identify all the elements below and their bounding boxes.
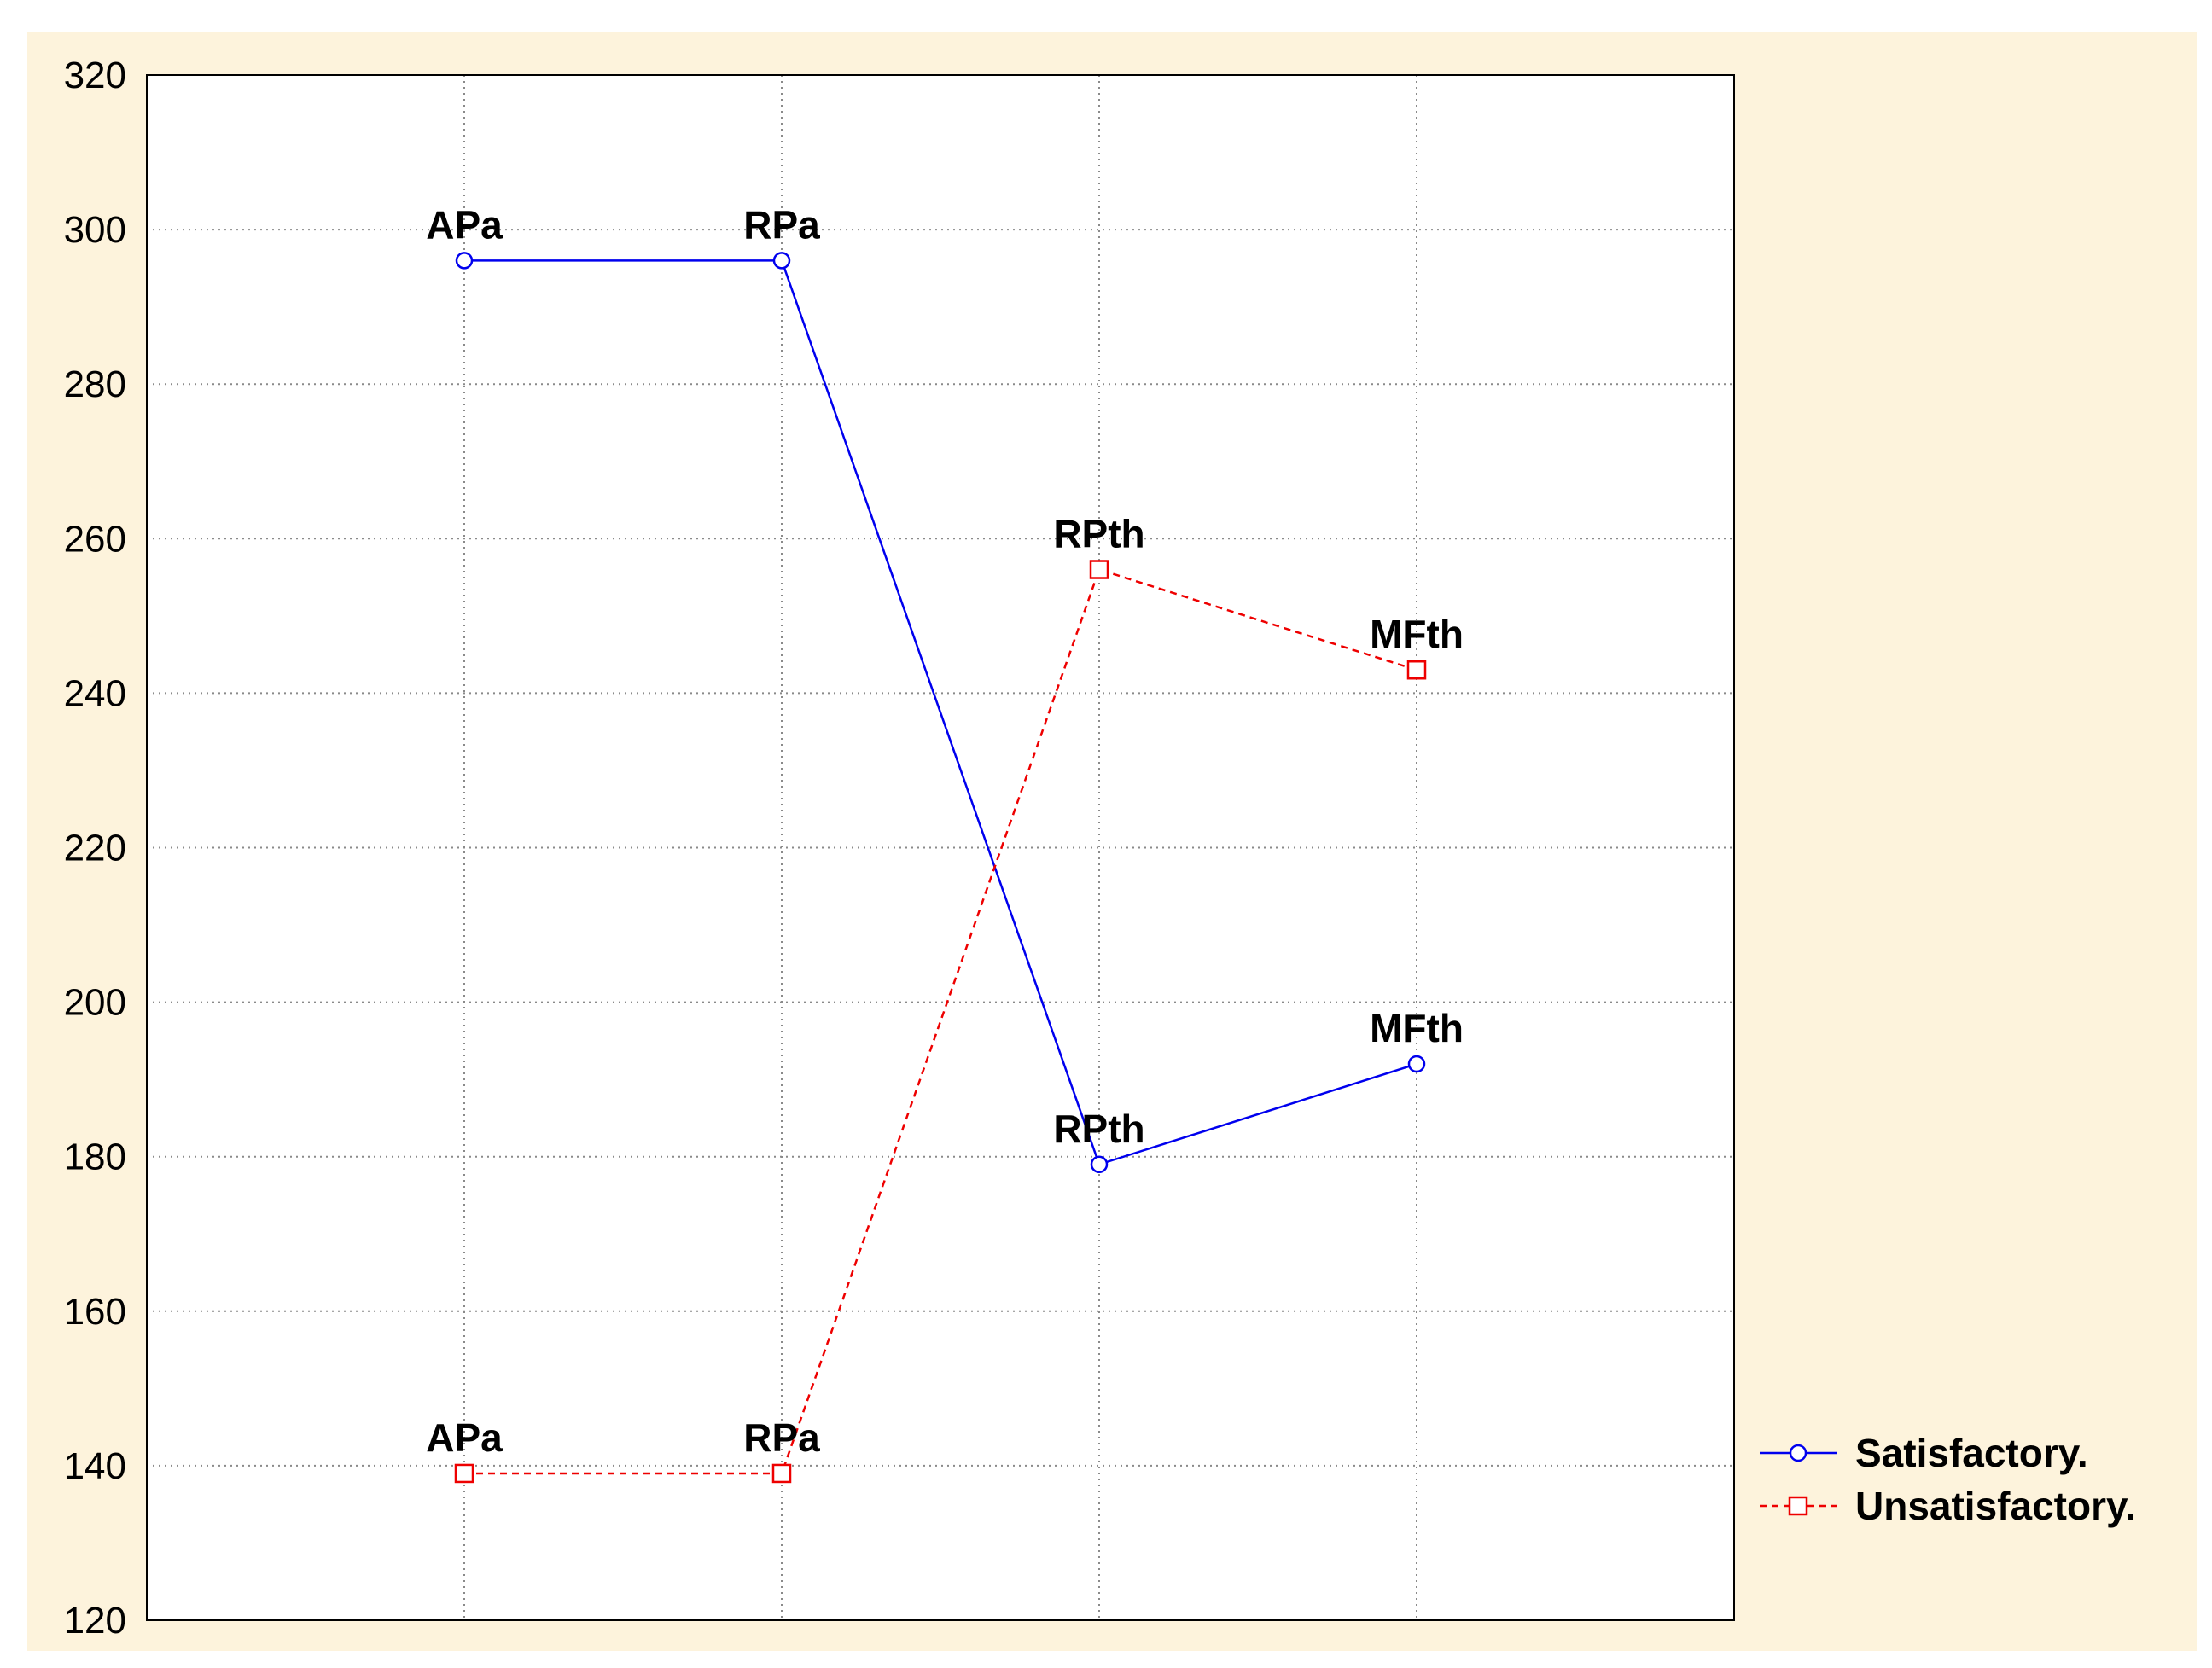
y-tick-label: 280 <box>64 363 126 405</box>
legend: Satisfactory. Unsatisfactory. <box>1760 1431 2136 1528</box>
legend-item-1: Satisfactory. <box>1760 1431 2088 1475</box>
y-tick-label: 300 <box>64 209 126 251</box>
legend-label: Satisfactory. <box>1855 1431 2088 1475</box>
data-point <box>454 1463 474 1484</box>
line-chart: 120 140 160 180 200 220 240 260 280 300 320 APa RPa… <box>27 32 2197 1651</box>
legend-marker <box>1789 1444 1807 1462</box>
data-point <box>455 252 474 270</box>
point-label: RPth <box>1053 1107 1144 1151</box>
legend-label: Unsatisfactory. <box>1855 1484 2136 1528</box>
series-line <box>464 259 1417 1166</box>
data-point <box>1407 1055 1426 1073</box>
legend-item-2: Unsatisfactory. <box>1760 1484 2136 1528</box>
y-tick-label: 220 <box>64 828 126 869</box>
series-2: APa RPa RPth MFth <box>426 512 1464 1484</box>
plot-border <box>146 74 1735 1621</box>
data-point <box>772 252 791 270</box>
y-tick-label: 160 <box>64 1291 126 1333</box>
point-label: MFth <box>1370 1006 1464 1050</box>
y-axis: 120 140 160 180 200 220 240 260 280 300 320 <box>64 55 126 1642</box>
point-label: RPa <box>743 1415 820 1460</box>
data-point <box>1089 560 1109 579</box>
point-label: APa <box>426 1415 503 1460</box>
data-point <box>771 1463 792 1484</box>
data-point <box>1090 1155 1109 1174</box>
grid-lines <box>147 75 1734 1620</box>
series-line <box>464 567 1417 1475</box>
chart-frame: 120 140 160 180 200 220 240 260 280 300 320 APa RPa… <box>27 32 2197 1651</box>
y-tick-label: 240 <box>64 672 126 714</box>
point-label: RPth <box>1053 512 1144 556</box>
plot-area <box>147 75 1734 1620</box>
series-1: APa RPa RPth MFth <box>426 202 1464 1174</box>
point-label: RPa <box>743 202 820 247</box>
series-layer: APa RPa RPth MFth APa RPa RPth MFth <box>426 202 1464 1484</box>
point-label: APa <box>426 202 503 247</box>
y-tick-label: 180 <box>64 1136 126 1178</box>
y-tick-label: 320 <box>64 55 126 96</box>
y-tick-label: 140 <box>64 1445 126 1487</box>
y-tick-label: 200 <box>64 982 126 1024</box>
legend-marker <box>1788 1496 1808 1516</box>
y-tick-label: 120 <box>64 1600 126 1642</box>
data-point <box>1406 660 1427 680</box>
y-tick-label: 260 <box>64 518 126 560</box>
point-label: MFth <box>1370 612 1464 656</box>
